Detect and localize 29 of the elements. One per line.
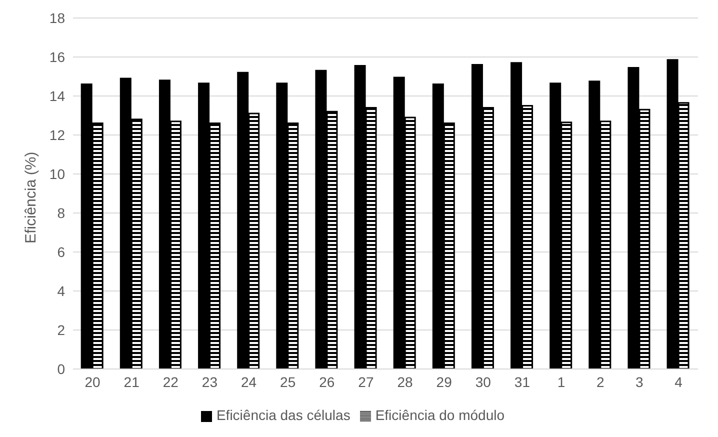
y-axis-title: Eficiência (%)	[22, 152, 40, 244]
y-tick-label: 4	[57, 282, 66, 299]
x-tick-label: 24	[240, 374, 257, 390]
y-tick-label: 6	[57, 244, 66, 260]
y-tick-label: 12	[49, 126, 66, 143]
x-tick-label: 30	[475, 374, 492, 390]
y-tick-label: 14	[49, 88, 66, 104]
x-tick-label: 29	[436, 374, 452, 390]
x-tick-label: 25	[280, 374, 296, 390]
y-tick-label: 18	[49, 10, 66, 26]
legend-label: Eficiência das células	[216, 407, 350, 423]
y-tick-label: 10	[49, 166, 66, 182]
x-tick-label: 3	[636, 374, 644, 390]
x-tick-label: 23	[202, 374, 218, 390]
x-tick-label: 31	[514, 374, 530, 390]
x-tick-label: 27	[358, 374, 374, 390]
y-tick-label: 16	[49, 48, 66, 65]
x-tick-label: 22	[162, 374, 179, 390]
y-tick-label: 8	[57, 204, 66, 221]
x-tick-label: 21	[124, 374, 140, 390]
y-tick-label: 2	[57, 322, 66, 338]
x-tick-label: 26	[319, 374, 335, 390]
legend-label: Eficiência do módulo	[375, 407, 505, 423]
x-tick-label: 28	[397, 374, 414, 390]
x-tick-label: 2	[596, 374, 604, 390]
x-tick-label: 4	[674, 374, 683, 390]
y-tick-label: 0	[57, 360, 66, 377]
x-tick-label: 1	[557, 374, 566, 390]
x-tick-label: 20	[84, 374, 101, 390]
